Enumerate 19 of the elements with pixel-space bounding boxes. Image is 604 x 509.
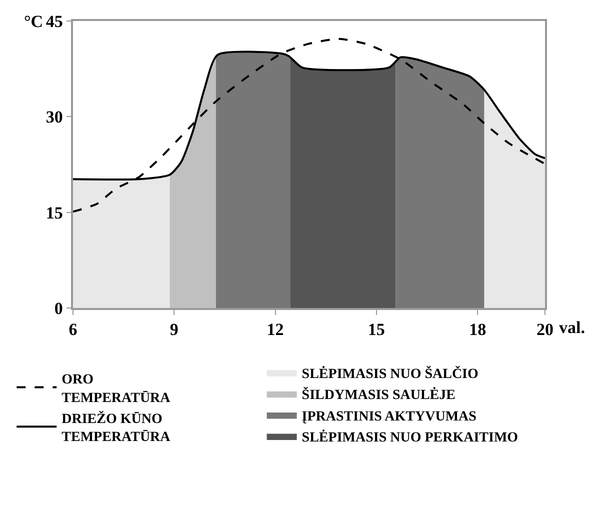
legend-label: DRIEŽO KŪNO TEMPERATŪRA <box>62 410 172 446</box>
x-axis-title: val. <box>559 318 585 337</box>
legend-label: ĮPRASTINIS AKTYVUMAS <box>302 409 477 424</box>
legend-label: ŠILDYMASIS SAULĖJE <box>302 386 456 404</box>
x-tick-label: 6 <box>68 320 78 340</box>
y-tick-label: 30 <box>46 108 63 127</box>
x-tick-label: 20 <box>536 320 554 340</box>
x-tick-label: 18 <box>469 320 486 340</box>
legend-label: SLĖPIMASIS NUO PERKAITIMO <box>302 429 518 446</box>
x-tick-label: 9 <box>170 320 178 340</box>
y-tick-label: 0 <box>54 298 63 318</box>
y-axis-title: °C <box>24 12 44 31</box>
y-tick-label: 45 <box>46 12 63 31</box>
x-tick-label: 15 <box>368 320 385 340</box>
y-tick-label: 15 <box>46 203 63 222</box>
line-series <box>73 38 545 213</box>
x-tick-label: 12 <box>266 320 284 340</box>
legend-label: SLĖPIMASIS NUO ŠALČIO <box>302 364 479 382</box>
legend-label: ORO TEMPERATŪRA <box>62 372 172 406</box>
